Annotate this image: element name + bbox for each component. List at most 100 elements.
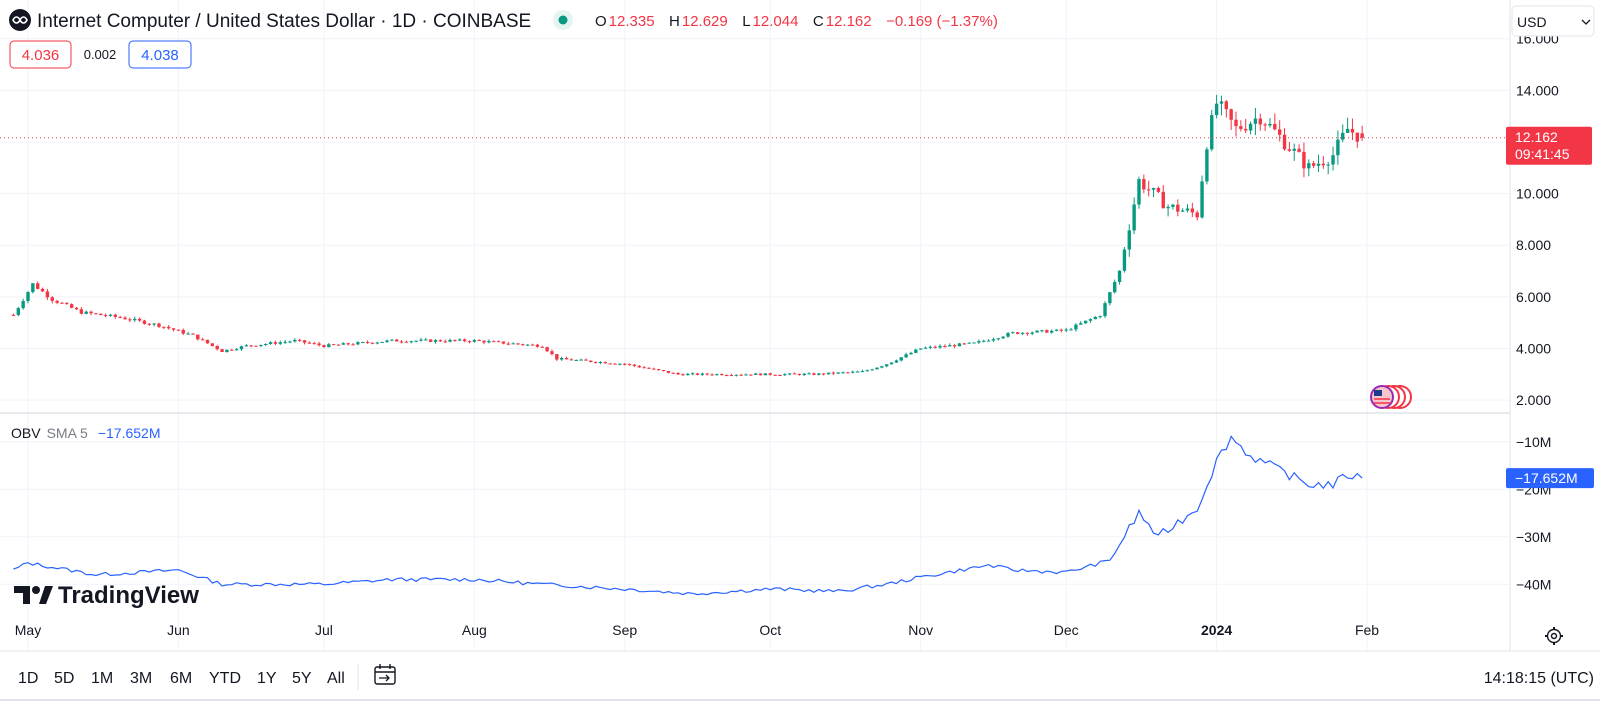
candle	[957, 342, 962, 347]
candle	[695, 372, 700, 376]
candle	[1083, 320, 1088, 324]
candle	[506, 341, 510, 346]
candle	[1355, 132, 1359, 149]
sell-button[interactable]: 4.036	[9, 40, 72, 69]
candle	[1234, 111, 1238, 137]
timeframe-1y[interactable]: 1Y	[257, 670, 277, 687]
gear-icon[interactable]	[1545, 627, 1563, 645]
tradingview-logo[interactable]: TradingView	[14, 582, 199, 609]
candle	[55, 299, 59, 305]
candle	[792, 372, 797, 375]
candle	[404, 340, 409, 343]
candle	[278, 340, 282, 346]
candle	[118, 315, 122, 319]
timeframe-ytd[interactable]: YTD	[209, 670, 241, 687]
timeframe-1d[interactable]: 1D	[18, 670, 38, 687]
candle	[375, 341, 380, 345]
candle	[574, 359, 578, 361]
candle	[540, 345, 544, 348]
candle	[244, 344, 249, 347]
candle	[1142, 174, 1146, 194]
candle	[448, 338, 452, 343]
candle	[870, 368, 874, 371]
ohlc-close-label: C	[813, 13, 824, 30]
buy-button[interactable]: 4.038	[128, 40, 192, 69]
candle	[739, 373, 743, 376]
timeframe-1m[interactable]: 1M	[91, 670, 113, 687]
candle	[710, 373, 714, 376]
candle	[1108, 291, 1112, 306]
timeframe-5y[interactable]: 5Y	[292, 670, 312, 687]
obv-sma: SMA 5	[47, 425, 88, 441]
candle	[909, 351, 913, 355]
currency-select[interactable]: USD	[1511, 5, 1595, 37]
candle	[1224, 99, 1229, 118]
candle	[1210, 109, 1214, 152]
candle	[453, 339, 457, 342]
candle	[385, 339, 389, 344]
candle	[336, 344, 341, 346]
candle	[1292, 143, 1296, 161]
candle	[259, 344, 263, 348]
candle	[254, 345, 258, 347]
date-range-icon[interactable]	[374, 664, 396, 685]
candle	[516, 343, 520, 346]
time-axis[interactable]: May Jun Jul Aug Sep Oct Nov Dec 2024 Feb	[15, 622, 1380, 638]
candle	[1195, 210, 1199, 221]
time-tick-label: May	[15, 622, 41, 638]
timeframe-6m[interactable]: 6M	[170, 670, 192, 687]
candle	[1059, 328, 1064, 333]
candle	[424, 337, 428, 341]
price-axis[interactable]: 2.0004.0006.0008.00010.00012.00014.00016…	[1516, 31, 1559, 408]
candle	[700, 372, 705, 376]
candle	[511, 342, 515, 345]
candle	[1190, 202, 1195, 217]
time-tick-label: Sep	[612, 622, 637, 638]
candle	[268, 341, 273, 345]
candle	[152, 322, 156, 327]
candle	[395, 338, 399, 342]
candle	[1244, 118, 1248, 134]
symbol-title[interactable]: Internet Computer / United States Dollar…	[37, 11, 531, 32]
candle	[380, 341, 384, 343]
obv-legend[interactable]: OBV SMA 5 −17.652M	[11, 425, 161, 441]
candle	[1127, 224, 1131, 257]
candle	[409, 340, 413, 344]
candle	[846, 371, 850, 374]
symbol-logo-icon[interactable]	[9, 9, 31, 31]
candle	[1263, 122, 1267, 131]
candle	[1132, 197, 1136, 235]
timeframe-5d[interactable]: 5D	[54, 670, 74, 687]
candle	[545, 346, 549, 353]
candle	[656, 368, 661, 371]
candle	[623, 362, 627, 366]
timeframe-all[interactable]: All	[327, 670, 345, 687]
time-tick-label: Aug	[462, 622, 487, 638]
candle	[361, 341, 365, 344]
candle	[103, 313, 108, 318]
candle	[365, 340, 370, 344]
candle	[26, 291, 30, 304]
market-status-icon[interactable]	[553, 10, 573, 30]
candle	[108, 313, 113, 317]
timeframe-3m[interactable]: 3M	[130, 670, 152, 687]
utc-clock[interactable]: 14:18:15 (UTC)	[1484, 670, 1594, 687]
ohlc-low-label: L	[742, 13, 750, 30]
us-flag-events-icon[interactable]	[1370, 385, 1412, 409]
candle	[1035, 330, 1039, 333]
candle	[501, 341, 506, 345]
obv-tick-label: −30M	[1516, 529, 1551, 545]
candle	[1326, 161, 1330, 175]
obv-badge-value: −17.652M	[1515, 470, 1578, 486]
candle	[1341, 124, 1345, 143]
candle	[1185, 204, 1190, 213]
candle	[1282, 128, 1287, 151]
candle	[467, 340, 472, 344]
candle	[65, 301, 69, 305]
candle	[60, 302, 64, 304]
ohlc-high-label: H	[669, 13, 680, 30]
candle	[1297, 144, 1301, 153]
bar-countdown: 09:41:45	[1515, 146, 1570, 162]
candle	[176, 329, 181, 331]
